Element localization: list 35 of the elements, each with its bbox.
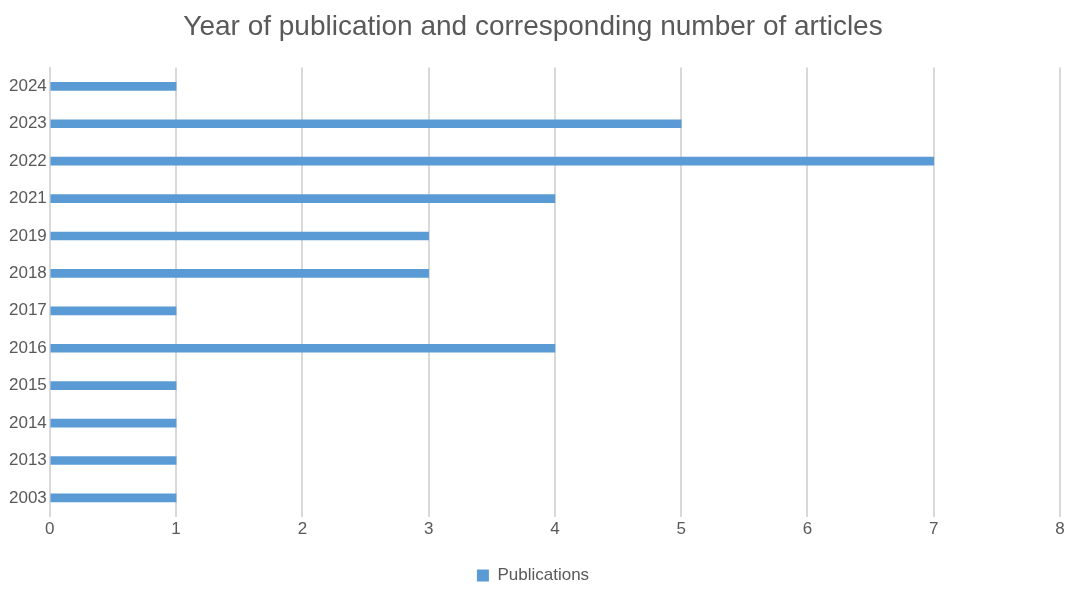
y-tick-label: 2021: [8, 188, 47, 208]
bar: [50, 156, 935, 166]
bar: [50, 456, 177, 465]
bar: [50, 231, 429, 241]
bar: [50, 493, 177, 503]
bar: [50, 306, 177, 316]
y-tick-label: 2017: [8, 300, 47, 320]
y-tick-label: 2015: [8, 375, 47, 395]
bar: [50, 81, 177, 91]
legend-label: Publications: [497, 565, 590, 585]
y-tick-label: 2024: [8, 76, 47, 95]
y-tick-label: 2014: [8, 412, 47, 432]
chart-title: Year of publication and corresponding number of articles: [183, 9, 883, 41]
y-tick-label: 2016: [8, 337, 47, 357]
bar: [50, 194, 556, 203]
x-tick-label: 1: [171, 519, 181, 539]
bar: [50, 119, 682, 129]
x-tick-label: 8: [1055, 519, 1065, 539]
x-tick-label: 4: [550, 519, 560, 539]
x-tick-label: 2: [297, 519, 308, 539]
y-tick-label: 2013: [8, 450, 47, 470]
y-tick-label: 2023: [8, 113, 47, 133]
y-tick-label: 2003: [8, 487, 47, 507]
x-tick-label: 3: [423, 519, 434, 539]
bar: [50, 418, 177, 428]
x-tick-label: 0: [45, 519, 55, 539]
x-tick-label: 7: [928, 519, 939, 539]
y-tick-label: 2019: [8, 225, 47, 245]
y-tick-label: 2022: [8, 150, 47, 170]
bar: [50, 269, 429, 278]
x-tick-label: 5: [676, 519, 686, 539]
bar: [50, 343, 556, 353]
bar: [50, 381, 177, 390]
y-tick-label: 2018: [8, 263, 47, 283]
x-tick-label: 6: [802, 519, 813, 539]
